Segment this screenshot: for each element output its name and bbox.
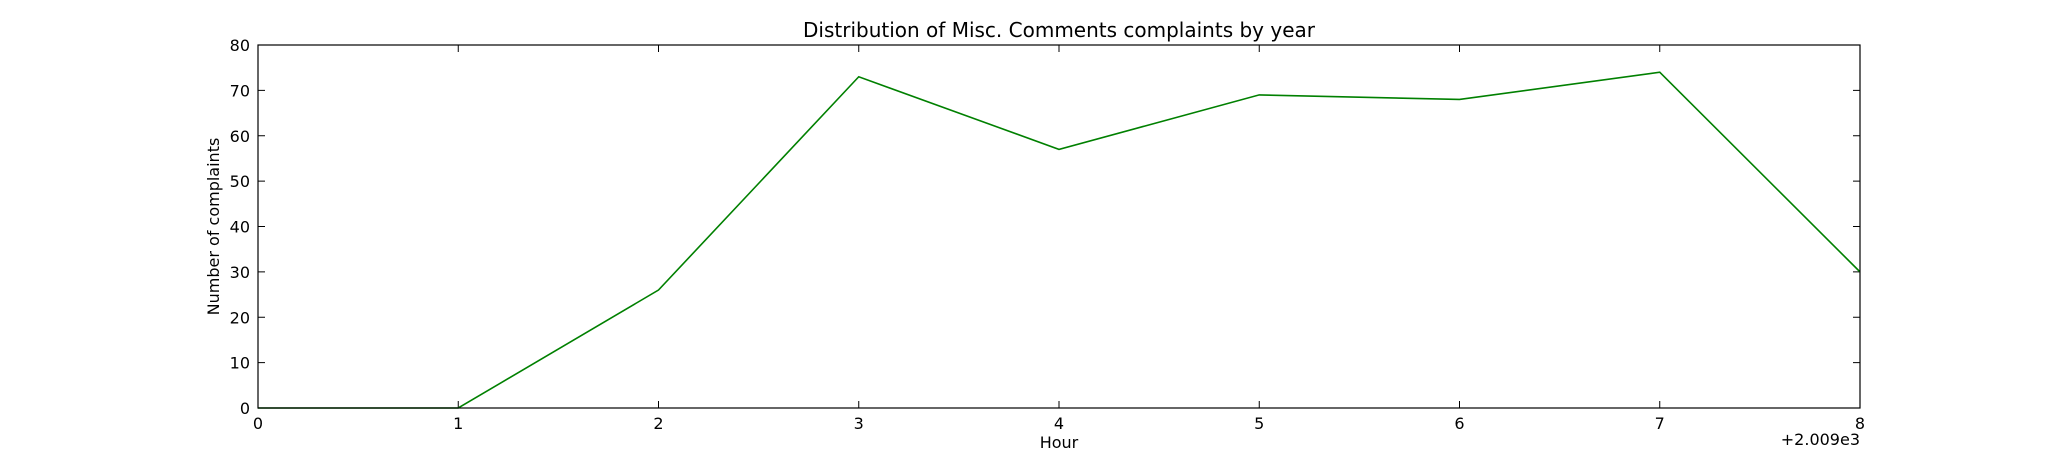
x-tick-label: 6	[1454, 414, 1464, 433]
x-tick-label: 0	[253, 414, 263, 433]
y-tick-label: 10	[230, 354, 250, 373]
chart-title: Distribution of Misc. Comments complaint…	[803, 18, 1316, 42]
x-tick-label: 7	[1655, 414, 1665, 433]
series-line	[258, 71, 1861, 409]
x-axis-label: Hour	[1040, 433, 1079, 450]
x-tick-label: 2	[653, 414, 663, 433]
x-tick-label: 8	[1855, 414, 1865, 433]
y-axis-label: Number of complaints	[204, 138, 223, 316]
x-tick-label: 5	[1254, 414, 1264, 433]
y-tick-label: 30	[230, 263, 250, 282]
series-layer	[257, 71, 1861, 409]
x-axis-offset-label: +2.009e3	[1781, 430, 1860, 449]
x-tick-label: 3	[854, 414, 864, 433]
y-tick-label: 80	[230, 36, 250, 55]
y-tick-label: 50	[230, 172, 250, 191]
y-tick-label: 0	[240, 399, 250, 418]
x-tick-label: 4	[1054, 414, 1064, 433]
plot-area-frame	[257, 44, 1861, 409]
x-tick-label: 1	[453, 414, 463, 433]
y-tick-label: 20	[230, 308, 250, 327]
y-tick-label: 60	[230, 127, 250, 146]
y-tick-label: 70	[230, 81, 250, 100]
y-tick-label: 40	[230, 218, 250, 237]
